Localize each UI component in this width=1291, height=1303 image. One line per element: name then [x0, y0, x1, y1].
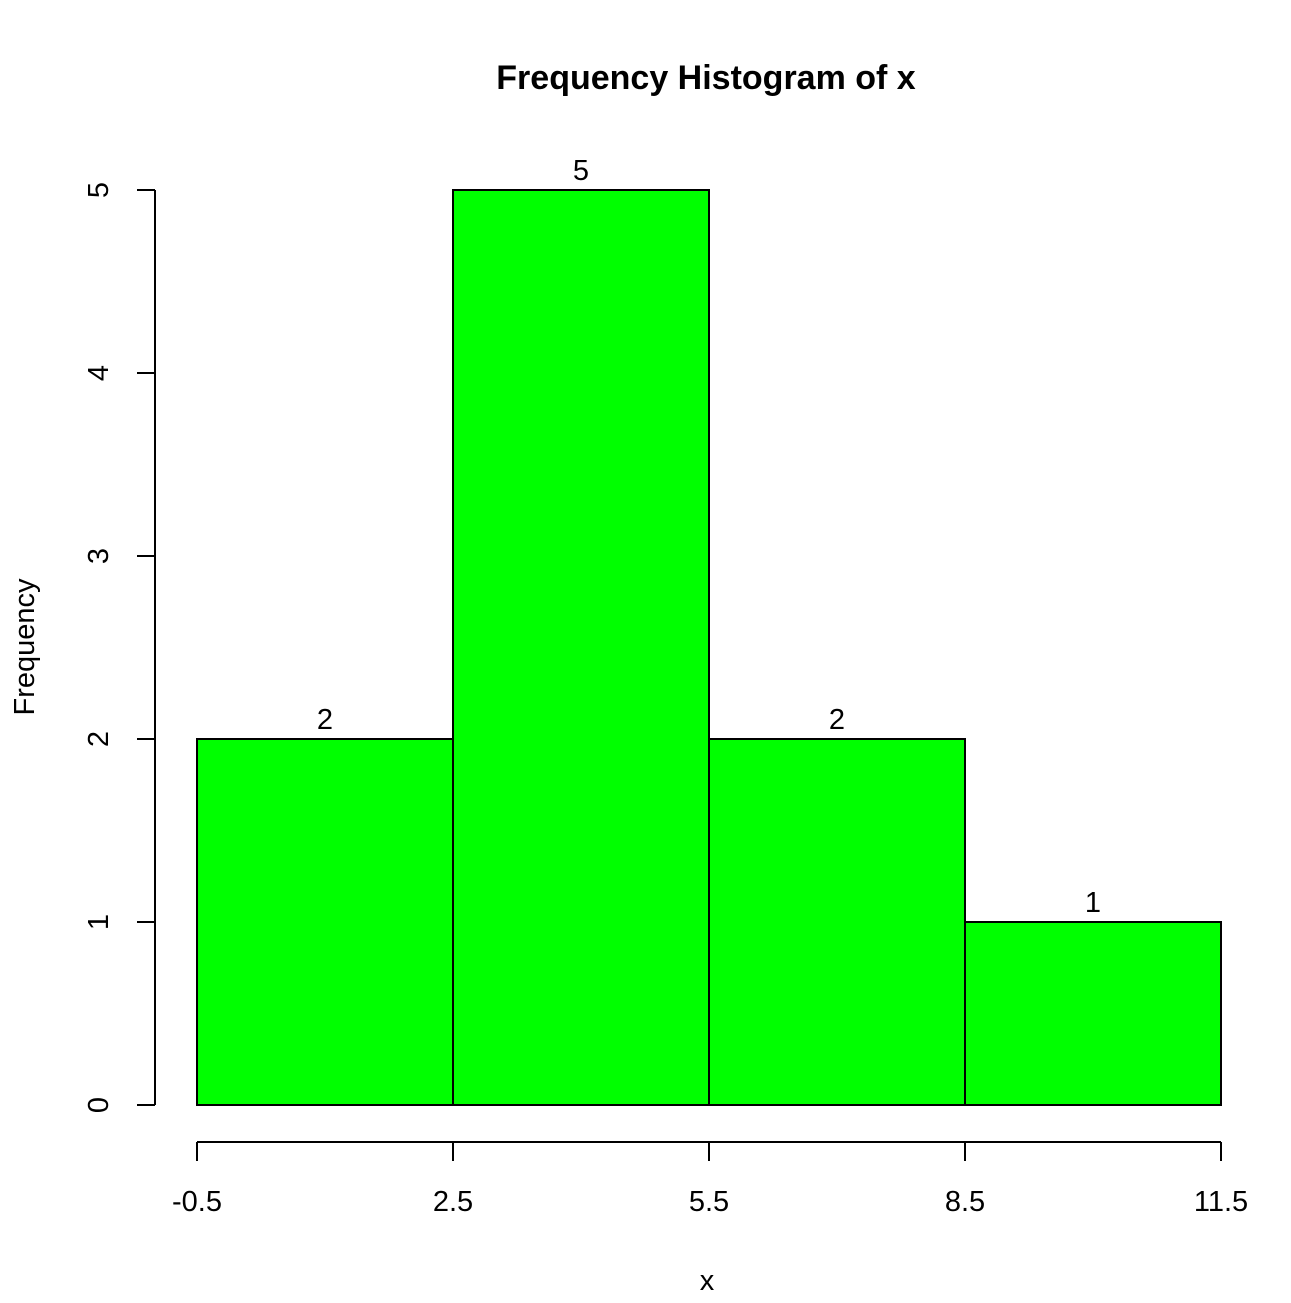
histogram-bar: [452, 189, 710, 1106]
chart-title: Frequency Histogram of x: [496, 59, 916, 97]
x-tick-label: 2.5: [433, 1186, 473, 1218]
histogram-bar: [708, 738, 966, 1106]
x-tick-label: 5.5: [689, 1186, 729, 1218]
histogram-bar: [196, 738, 454, 1106]
histogram-bar: [964, 921, 1222, 1106]
y-axis-label: Frequency: [9, 578, 41, 716]
bar-count-label: 2: [829, 704, 845, 736]
x-tick-label: -0.5: [172, 1186, 222, 1218]
y-tick-label: 4: [83, 365, 115, 381]
y-tick-label: 0: [83, 1097, 115, 1113]
x-tick-label: 8.5: [945, 1186, 985, 1218]
x-axis-label: x: [700, 1265, 715, 1297]
x-tick-label: 11.5: [1194, 1186, 1248, 1218]
bar-count-labels: 2 5 2 1: [317, 155, 1101, 919]
y-tick-label: 5: [83, 182, 115, 198]
y-tick-label: 1: [83, 914, 115, 930]
bar-count-label: 5: [573, 155, 589, 187]
y-tick-label: 2: [83, 731, 115, 747]
bar-count-label: 2: [317, 704, 333, 736]
bar-count-label: 1: [1085, 887, 1101, 919]
x-axis-ticks: -0.5 2.5 5.5 8.5 11.5: [172, 1142, 1248, 1218]
y-tick-label: 3: [83, 548, 115, 564]
histogram-bars: [196, 189, 1222, 1106]
y-axis-ticks: 0 1 2 3 4 5: [83, 182, 155, 1113]
